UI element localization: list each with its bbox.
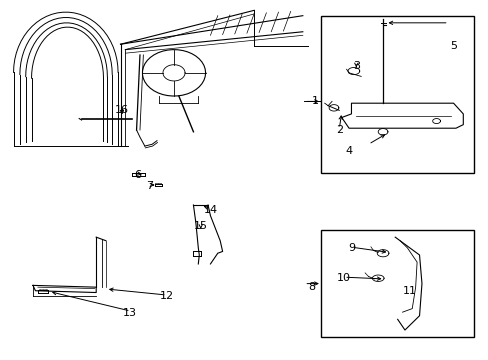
Text: 8: 8	[307, 282, 315, 292]
Text: 16: 16	[115, 105, 129, 115]
Text: 4: 4	[345, 147, 352, 157]
Text: 3: 3	[352, 61, 359, 71]
Text: 14: 14	[203, 205, 217, 215]
Text: 11: 11	[402, 286, 416, 296]
Text: 6: 6	[134, 170, 141, 180]
Text: 10: 10	[337, 273, 350, 283]
Text: 13: 13	[123, 308, 137, 318]
Text: 15: 15	[193, 221, 207, 231]
Text: 1: 1	[311, 96, 318, 107]
Text: 2: 2	[335, 125, 342, 135]
Text: 5: 5	[449, 41, 456, 51]
Bar	[321, 230, 473, 337]
Text: 7: 7	[146, 181, 153, 191]
Text: 9: 9	[347, 243, 354, 253]
Text: 12: 12	[159, 291, 173, 301]
Bar	[321, 16, 473, 173]
